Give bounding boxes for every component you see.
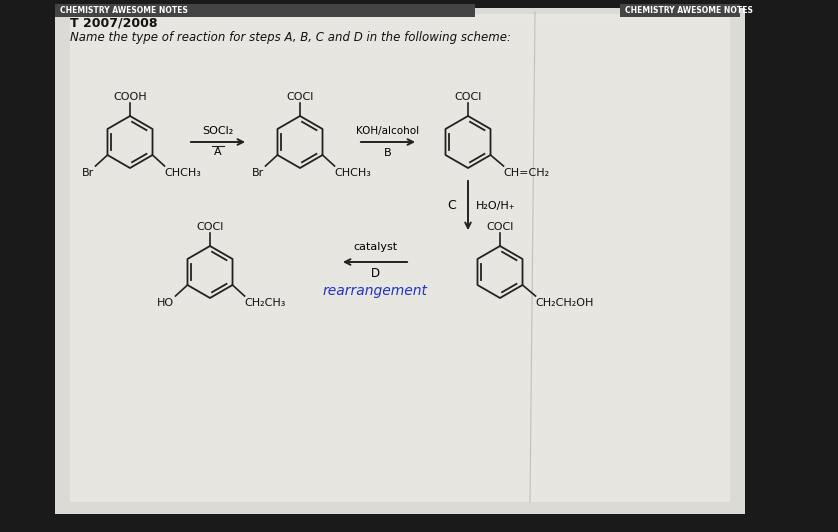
Text: HO: HO bbox=[158, 298, 174, 308]
Text: CH₂CH₃: CH₂CH₃ bbox=[245, 298, 286, 308]
Text: Br: Br bbox=[252, 168, 265, 178]
Text: COOH: COOH bbox=[113, 92, 147, 102]
Text: Br: Br bbox=[82, 168, 95, 178]
Bar bbox=[55, 8, 745, 514]
Text: COCl: COCl bbox=[486, 222, 514, 232]
Text: A: A bbox=[215, 147, 222, 157]
Bar bbox=[70, 14, 730, 502]
Text: SOCl₂: SOCl₂ bbox=[202, 126, 234, 136]
Text: T 2007/2008: T 2007/2008 bbox=[70, 17, 158, 30]
Text: rearrangement: rearrangement bbox=[323, 284, 427, 298]
Text: CHCH₃: CHCH₃ bbox=[164, 168, 201, 178]
Text: COCl: COCl bbox=[454, 92, 482, 102]
Text: catalyst: catalyst bbox=[353, 242, 397, 252]
Text: KOH/alcohol: KOH/alcohol bbox=[356, 126, 420, 136]
Text: H₂O/H₊: H₂O/H₊ bbox=[476, 201, 515, 211]
Text: B: B bbox=[384, 148, 392, 158]
Bar bbox=[55, 4, 475, 17]
Bar bbox=[620, 4, 740, 17]
Text: COCl: COCl bbox=[287, 92, 313, 102]
Text: COCl: COCl bbox=[196, 222, 224, 232]
Text: CHEMISTRY AWESOME NOTES: CHEMISTRY AWESOME NOTES bbox=[625, 6, 753, 15]
Text: CH₂CH₂OH: CH₂CH₂OH bbox=[535, 298, 594, 308]
Text: CHCH₃: CHCH₃ bbox=[334, 168, 371, 178]
Text: CH=CH₂: CH=CH₂ bbox=[504, 168, 550, 178]
Text: C: C bbox=[447, 199, 456, 212]
Text: Name the type of reaction for steps A, B, C and D in the following scheme:: Name the type of reaction for steps A, B… bbox=[70, 31, 511, 44]
Text: CHEMISTRY AWESOME NOTES: CHEMISTRY AWESOME NOTES bbox=[60, 6, 188, 15]
Text: D: D bbox=[370, 267, 380, 280]
